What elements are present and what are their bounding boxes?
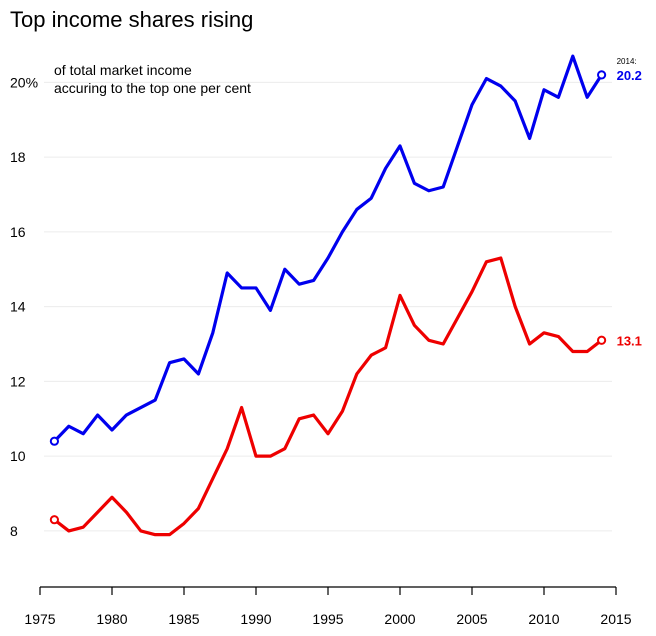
series-line-2: [52, 256, 604, 537]
end-value-label-2: 13.1: [617, 333, 642, 348]
y-tick-label: 10: [10, 448, 26, 464]
chart-subtitle-line-1: of total market income: [54, 62, 192, 78]
x-tick-label: 2000: [384, 611, 415, 627]
x-axis: 1975 1980 1985 1990 1995 2000 2005 2010 2015: [24, 586, 632, 627]
chart-title: Top income shares rising: [10, 7, 253, 32]
start-marker-1: [49, 436, 60, 446]
y-tick-label: 12: [10, 373, 26, 389]
series-group: [49, 54, 607, 537]
start-marker-2: [49, 515, 60, 525]
x-tick-label: 1980: [96, 611, 127, 627]
x-tick-label: 1995: [312, 611, 343, 627]
y-axis: 20% 18 16 14 12 10 8: [10, 74, 38, 539]
x-tick-label: 2015: [600, 611, 631, 627]
x-tick-label: 1975: [24, 611, 55, 627]
x-tick-label: 2010: [528, 611, 559, 627]
grid: [44, 81, 612, 532]
x-tick-label: 1990: [240, 611, 271, 627]
end-year-note: 2014:: [617, 57, 637, 66]
y-tick-label: 18: [10, 149, 26, 165]
chart-subtitle-line-2: accuring to the top one per cent: [54, 80, 251, 96]
end-value-label-1: 20.2: [617, 68, 642, 83]
y-tick-label: 14: [10, 299, 26, 315]
end-labels: 20.2 13.1 2014:: [617, 57, 642, 348]
x-tick-label: 1985: [168, 611, 199, 627]
y-tick-label: 20%: [10, 74, 38, 90]
y-tick-label: 16: [10, 224, 26, 240]
series-line-1: [52, 54, 604, 443]
x-tick-label: 2005: [456, 611, 487, 627]
end-marker-2: [597, 335, 607, 345]
y-tick-label: 8: [10, 523, 18, 539]
end-marker-1: [597, 70, 607, 80]
